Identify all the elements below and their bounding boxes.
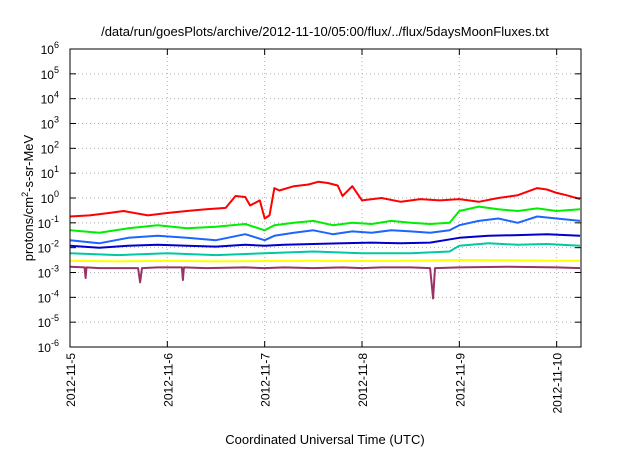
y-tick-exponent: 1 bbox=[54, 164, 59, 174]
y-label-base: protons/cm bbox=[21, 197, 36, 261]
y-tick-label: 105 bbox=[41, 65, 59, 82]
x-tick-label: 2012-11-7 bbox=[259, 353, 273, 407]
y-tick-exponent: -2 bbox=[51, 239, 59, 249]
y-tick-exponent: -6 bbox=[51, 338, 59, 348]
x-tick-label: 2012-11-9 bbox=[453, 353, 467, 407]
y-tick-base: 10 bbox=[41, 142, 55, 156]
y-tick-label: 104 bbox=[41, 90, 59, 107]
y-tick-base: 10 bbox=[41, 167, 55, 181]
series-line bbox=[69, 265, 581, 300]
series-line bbox=[69, 242, 581, 257]
x-tick-label: 2012-11-8 bbox=[356, 353, 370, 407]
y-label-rest: -s-sr-MeV bbox=[21, 134, 36, 191]
y-label-sup: 2 bbox=[20, 192, 30, 197]
y-tick-exponent: 5 bbox=[54, 65, 59, 75]
y-tick-base: 10 bbox=[41, 118, 55, 132]
x-tick-label: 2012-11-5 bbox=[64, 353, 78, 407]
series-line bbox=[69, 180, 581, 220]
series-line bbox=[69, 205, 581, 234]
y-tick-label: 100 bbox=[41, 189, 59, 206]
y-tick-label: 101 bbox=[41, 164, 59, 181]
y-tick-label: 10-5 bbox=[38, 313, 59, 330]
y-tick-label: 102 bbox=[41, 139, 59, 156]
series-line bbox=[69, 215, 581, 245]
y-tick-exponent: -5 bbox=[51, 313, 59, 323]
series-line bbox=[69, 233, 581, 249]
y-tick-base: 10 bbox=[38, 341, 52, 355]
y-tick-label: 10-1 bbox=[38, 214, 59, 231]
grid bbox=[70, 49, 581, 347]
x-tick-label: 2012-11-10 bbox=[551, 353, 565, 414]
x-axis-label: Coordinated Universal Time (UTC) bbox=[225, 432, 424, 447]
y-tick-label: 103 bbox=[41, 115, 59, 132]
y-tick-base: 10 bbox=[38, 217, 52, 231]
y-tick-base: 10 bbox=[38, 267, 52, 281]
ticks: 10-610-510-410-310-210-11001011021031041… bbox=[38, 40, 581, 414]
y-tick-exponent: -3 bbox=[51, 264, 59, 274]
y-tick-label: 10-6 bbox=[38, 338, 59, 355]
y-tick-label: 10-3 bbox=[38, 264, 59, 281]
series-line bbox=[69, 259, 580, 263]
y-tick-exponent: -1 bbox=[51, 214, 59, 224]
y-tick-exponent: -4 bbox=[51, 288, 59, 298]
y-tick-label: 106 bbox=[41, 40, 59, 57]
y-tick-base: 10 bbox=[41, 192, 55, 206]
x-tick-label: 2012-11-6 bbox=[161, 353, 175, 407]
y-tick-label: 10-2 bbox=[38, 239, 59, 256]
y-tick-base: 10 bbox=[38, 242, 52, 256]
chart-title: /data/run/goesPlots/archive/2012-11-10/0… bbox=[101, 24, 549, 39]
y-tick-base: 10 bbox=[38, 316, 52, 330]
y-axis-label: protons/cm2-s-sr-MeV bbox=[20, 134, 36, 261]
y-tick-exponent: 3 bbox=[54, 115, 59, 125]
y-tick-exponent: 6 bbox=[54, 40, 59, 50]
y-tick-base: 10 bbox=[38, 291, 52, 305]
y-tick-exponent: 2 bbox=[54, 139, 59, 149]
y-tick-exponent: 4 bbox=[54, 90, 59, 100]
y-tick-exponent: 0 bbox=[54, 189, 59, 199]
y-tick-base: 10 bbox=[41, 43, 55, 57]
y-tick-base: 10 bbox=[41, 93, 55, 107]
y-tick-label: 10-4 bbox=[38, 288, 59, 305]
y-tick-base: 10 bbox=[41, 68, 55, 82]
series-lines bbox=[69, 180, 581, 300]
